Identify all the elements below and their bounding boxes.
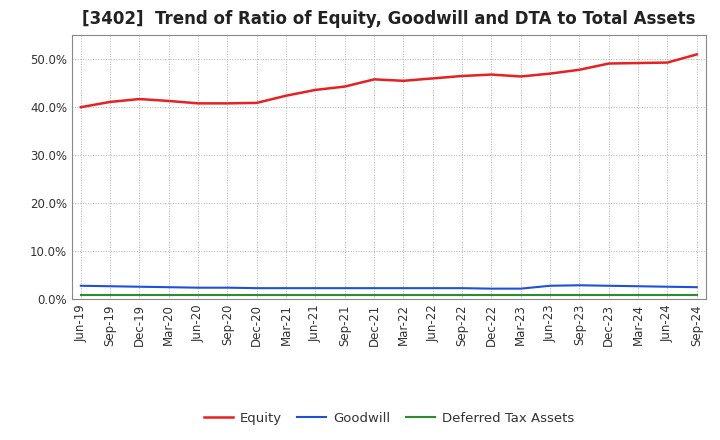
Equity: [575, 67, 584, 73]
Equity: [76, 105, 85, 110]
Goodwill: [282, 286, 290, 291]
Goodwill: [341, 286, 349, 291]
Deferred Tax Assets: [516, 292, 525, 297]
Deferred Tax Assets: [487, 292, 496, 297]
Goodwill: [428, 286, 437, 291]
Deferred Tax Assets: [253, 292, 261, 297]
Deferred Tax Assets: [458, 292, 467, 297]
Equity: [546, 71, 554, 76]
Goodwill: [458, 286, 467, 291]
Equity: [693, 52, 701, 57]
Deferred Tax Assets: [399, 292, 408, 297]
Deferred Tax Assets: [575, 292, 584, 297]
Goodwill: [605, 283, 613, 288]
Deferred Tax Assets: [76, 292, 85, 297]
Legend: Equity, Goodwill, Deferred Tax Assets: Equity, Goodwill, Deferred Tax Assets: [199, 406, 579, 430]
Goodwill: [164, 285, 173, 290]
Goodwill: [693, 285, 701, 290]
Equity: [487, 72, 496, 77]
Deferred Tax Assets: [311, 292, 320, 297]
Goodwill: [516, 286, 525, 291]
Deferred Tax Assets: [135, 292, 144, 297]
Goodwill: [253, 286, 261, 291]
Equity: [223, 101, 232, 106]
Goodwill: [634, 284, 642, 289]
Goodwill: [106, 284, 114, 289]
Deferred Tax Assets: [282, 292, 290, 297]
Goodwill: [663, 284, 672, 290]
Equity: [135, 96, 144, 102]
Goodwill: [546, 283, 554, 288]
Equity: [663, 60, 672, 65]
Equity: [194, 101, 202, 106]
Equity: [282, 93, 290, 98]
Deferred Tax Assets: [164, 292, 173, 297]
Line: Equity: Equity: [81, 55, 697, 107]
Goodwill: [76, 283, 85, 288]
Deferred Tax Assets: [428, 292, 437, 297]
Goodwill: [399, 286, 408, 291]
Goodwill: [223, 285, 232, 290]
Deferred Tax Assets: [693, 292, 701, 297]
Deferred Tax Assets: [223, 292, 232, 297]
Deferred Tax Assets: [370, 292, 379, 297]
Deferred Tax Assets: [546, 292, 554, 297]
Equity: [634, 60, 642, 66]
Goodwill: [370, 286, 379, 291]
Deferred Tax Assets: [634, 292, 642, 297]
Deferred Tax Assets: [341, 292, 349, 297]
Equity: [311, 87, 320, 92]
Goodwill: [575, 282, 584, 288]
Equity: [370, 77, 379, 82]
Goodwill: [194, 285, 202, 290]
Equity: [399, 78, 408, 84]
Deferred Tax Assets: [663, 292, 672, 297]
Goodwill: [311, 286, 320, 291]
Equity: [458, 73, 467, 79]
Equity: [605, 61, 613, 66]
Equity: [341, 84, 349, 89]
Line: Goodwill: Goodwill: [81, 285, 697, 289]
Equity: [253, 100, 261, 106]
Deferred Tax Assets: [194, 292, 202, 297]
Goodwill: [487, 286, 496, 291]
Equity: [428, 76, 437, 81]
Title: [3402]  Trend of Ratio of Equity, Goodwill and DTA to Total Assets: [3402] Trend of Ratio of Equity, Goodwil…: [82, 10, 696, 28]
Equity: [164, 98, 173, 103]
Deferred Tax Assets: [106, 292, 114, 297]
Equity: [106, 99, 114, 105]
Goodwill: [135, 284, 144, 290]
Equity: [516, 74, 525, 79]
Deferred Tax Assets: [605, 292, 613, 297]
